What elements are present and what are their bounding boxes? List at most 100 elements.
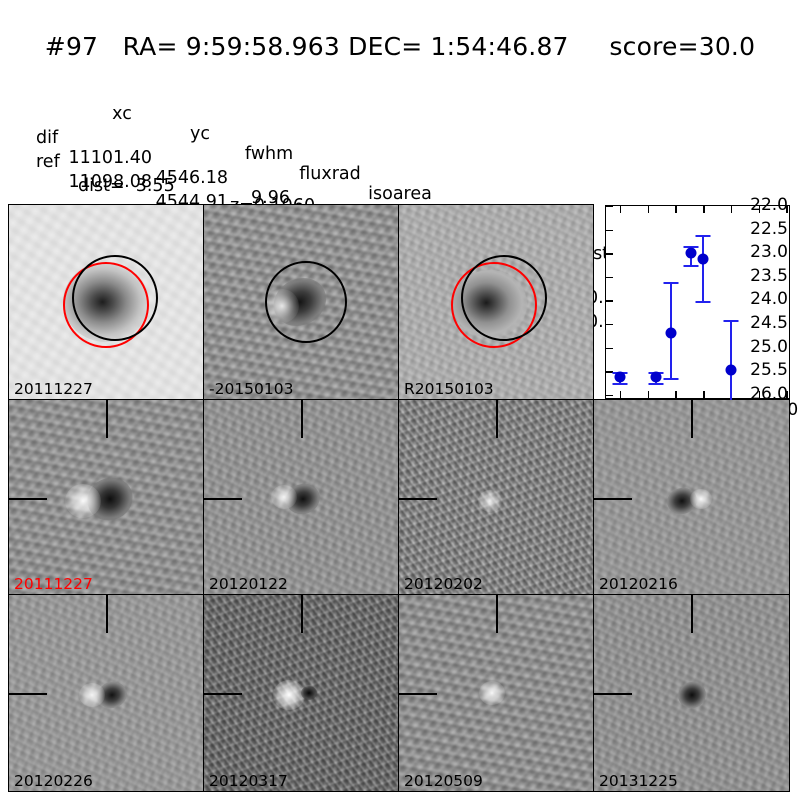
dif-xc: 11101.40 bbox=[68, 148, 152, 168]
y-tick-label: 23.0 bbox=[750, 242, 788, 263]
crosshair-horizontal bbox=[9, 693, 47, 695]
x-tick bbox=[786, 206, 788, 213]
stamp-label: R20150103 bbox=[404, 379, 494, 398]
stamp-diff-20120202[interactable]: 20120202 bbox=[398, 399, 594, 595]
error-cap-lower bbox=[663, 378, 679, 381]
y-tick bbox=[606, 253, 613, 255]
column-header-yc: yc bbox=[190, 124, 210, 144]
data-point bbox=[614, 371, 626, 383]
x-tick bbox=[703, 206, 705, 213]
error-cap-upper bbox=[663, 282, 679, 285]
error-cap-lower bbox=[648, 383, 664, 386]
crosshair-vertical bbox=[691, 595, 693, 633]
stamp-diff-20120509[interactable]: 20120509 bbox=[398, 594, 594, 792]
plot-axes bbox=[605, 205, 790, 400]
y-tick bbox=[606, 347, 613, 349]
stamp-diff-20120122[interactable]: 20120122 bbox=[203, 399, 399, 595]
aperture-circle-black bbox=[72, 255, 158, 341]
stamp-label: 20120216 bbox=[599, 574, 678, 593]
crosshair-horizontal bbox=[399, 498, 437, 500]
x-tick bbox=[647, 206, 649, 213]
crosshair-vertical bbox=[301, 595, 303, 633]
stamp-label: 20111227 bbox=[14, 379, 93, 398]
crosshair-vertical bbox=[301, 400, 303, 438]
crosshair-vertical bbox=[106, 595, 108, 633]
y-tick bbox=[606, 324, 613, 326]
error-cap-lower bbox=[683, 265, 699, 268]
x-tick bbox=[675, 206, 677, 213]
data-point bbox=[725, 364, 737, 376]
stamp-diff-20111227[interactable]: 20111227 bbox=[8, 399, 204, 595]
table-row-ref: ref 11098.08 4544.91 4.51 4.06 277.00 19… bbox=[0, 132, 800, 372]
data-point bbox=[665, 327, 677, 339]
y-tick bbox=[606, 300, 613, 302]
stamp-diff-20120226[interactable]: 20120226 bbox=[8, 594, 204, 792]
data-point bbox=[650, 371, 662, 383]
column-header-isoarea: isoarea bbox=[368, 184, 432, 204]
data-point bbox=[685, 247, 697, 259]
stamp-label: 20131225 bbox=[599, 771, 678, 790]
stamp-new-20111227[interactable]: 20111227 bbox=[8, 204, 204, 400]
row-label-dif: dif bbox=[36, 128, 59, 148]
stamp-label: -20150103 bbox=[209, 379, 294, 398]
y-tick bbox=[606, 276, 613, 279]
x-tick bbox=[703, 391, 705, 398]
y-tick bbox=[606, 206, 613, 208]
x-tick bbox=[731, 206, 733, 213]
crosshair-vertical bbox=[106, 400, 108, 438]
x-tick bbox=[675, 391, 677, 398]
crosshair-horizontal bbox=[594, 693, 632, 695]
light-curve-plot[interactable]: 22.0 22.5 23.0 23.5 24.0 24.5 25.0 25.5 … bbox=[593, 195, 798, 420]
x-tick bbox=[619, 391, 622, 398]
x-tick bbox=[758, 206, 761, 213]
crosshair-horizontal bbox=[204, 498, 242, 500]
stamp-label: 20111227 bbox=[14, 574, 93, 593]
y-tick-label: 26.0 bbox=[750, 383, 788, 404]
stamp-grid: 20111227 -20150103 R20150103 bbox=[8, 195, 798, 792]
error-cap-lower bbox=[695, 300, 711, 303]
source-negative-blob bbox=[300, 686, 317, 700]
stamp-diff-20131225[interactable]: 20131225 bbox=[593, 594, 790, 792]
x-tick bbox=[647, 391, 649, 398]
data-point bbox=[697, 253, 709, 265]
error-cap-upper bbox=[683, 245, 699, 248]
y-tick bbox=[606, 394, 613, 397]
error-bar bbox=[702, 235, 705, 301]
column-header-fwhm: fwhm bbox=[244, 144, 294, 164]
stamp-label: 20120202 bbox=[404, 574, 483, 593]
aperture-circle-black bbox=[461, 255, 547, 341]
aperture-circle-black bbox=[265, 261, 347, 343]
stamp-label: 20120509 bbox=[404, 771, 483, 790]
source-positive-blob bbox=[273, 679, 306, 710]
stamp-label: 20120226 bbox=[14, 771, 93, 790]
source-positive-blob bbox=[64, 483, 101, 518]
dif-yc: 4546.18 bbox=[155, 168, 228, 188]
source-positive-blob bbox=[79, 682, 106, 707]
table-footer-row: dist= 3.55 z=0.1060 19.54 new bbox=[0, 156, 800, 236]
source-positive-blob bbox=[479, 681, 506, 705]
dist-value: dist= 3.55 bbox=[78, 176, 175, 196]
stamp-diff-20120317[interactable]: 20120317 bbox=[203, 594, 399, 792]
stamp-ref-20150103[interactable]: -20150103 bbox=[203, 204, 399, 400]
table-header-row: xc yc fwhm fluxrad isoarea mag auto aper… bbox=[0, 84, 800, 284]
stamp-label: 20120122 bbox=[209, 574, 288, 593]
crosshair-horizontal bbox=[9, 498, 47, 500]
crosshair-horizontal bbox=[204, 693, 242, 695]
source-positive-blob bbox=[270, 485, 297, 509]
source-positive-blob bbox=[478, 489, 503, 512]
error-cap-upper bbox=[723, 319, 739, 322]
ref-xc: 11098.08 bbox=[68, 172, 152, 192]
y-tick-label: 24.0 bbox=[750, 289, 788, 310]
y-tick-label: 25.0 bbox=[750, 336, 788, 357]
crosshair-horizontal bbox=[399, 693, 437, 695]
x-tick bbox=[758, 391, 761, 398]
error-cap-upper bbox=[695, 235, 711, 238]
stamp-diff-20120216[interactable]: 20120216 bbox=[593, 399, 790, 595]
dif-fwhm: 9.96 bbox=[251, 188, 290, 208]
y-tick-label: 22.5 bbox=[750, 218, 788, 239]
crosshair-vertical bbox=[691, 400, 693, 438]
row-label-ref: ref bbox=[36, 152, 60, 172]
stamp-registered-R20150103[interactable]: R20150103 bbox=[398, 204, 594, 400]
error-cap-lower bbox=[612, 382, 628, 385]
